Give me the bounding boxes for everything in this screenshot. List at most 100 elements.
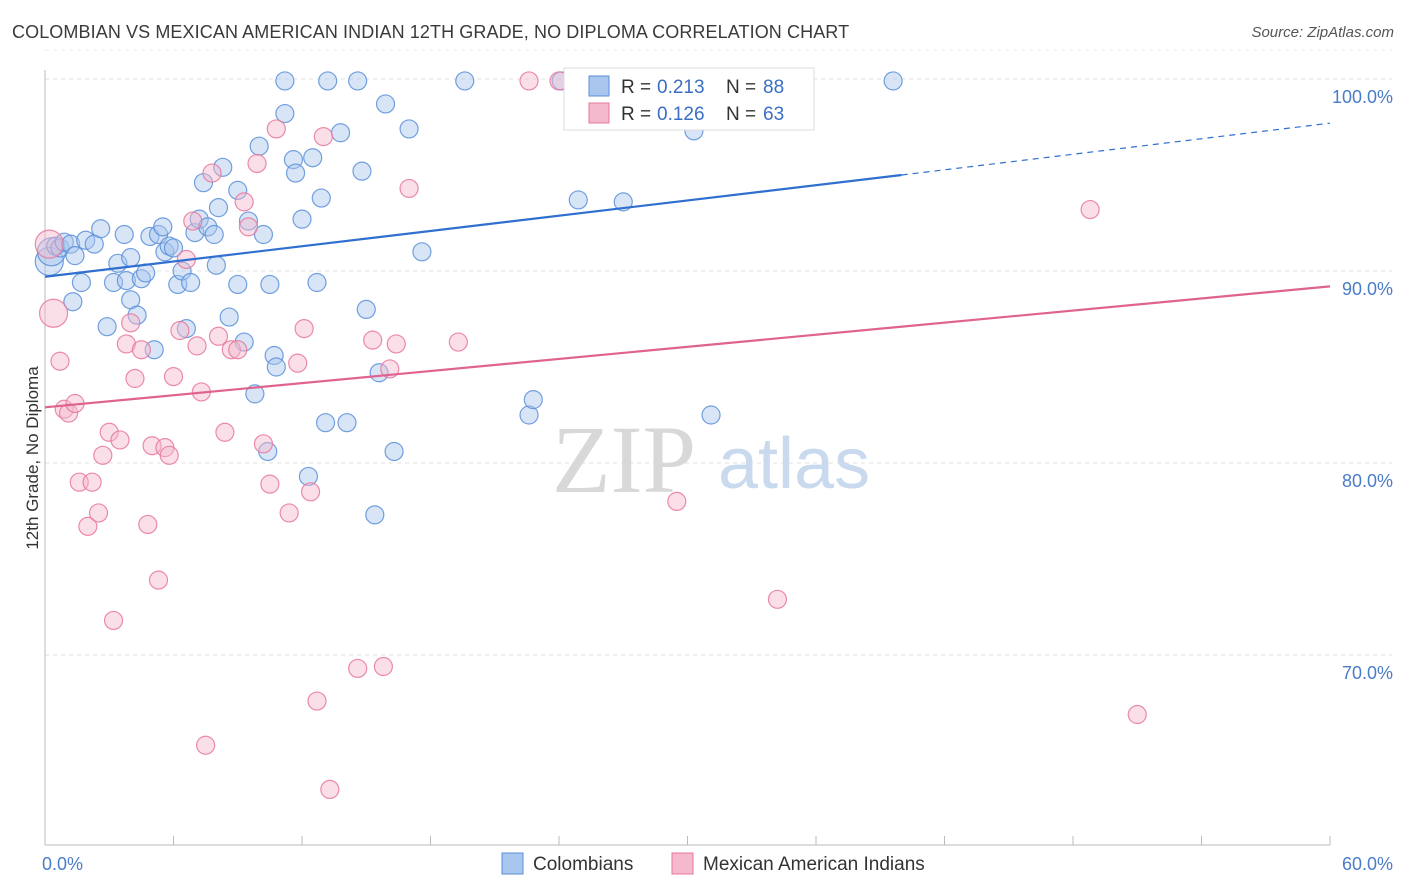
colombians-point-53 bbox=[275, 103, 295, 124]
legend-n-label-colombians: N = bbox=[726, 77, 756, 98]
mexican-point-7 bbox=[78, 516, 98, 536]
colombians-point-28 bbox=[163, 238, 184, 258]
colombians-point-12 bbox=[97, 317, 117, 337]
colombians-point-66 bbox=[348, 71, 368, 91]
colombians-point-52 bbox=[266, 357, 286, 377]
colombians-point-16 bbox=[116, 271, 136, 291]
mexican-point-8 bbox=[82, 472, 102, 492]
colombians-point-75 bbox=[455, 71, 475, 91]
mexican-point-0 bbox=[34, 229, 64, 259]
colombians-point-25 bbox=[153, 217, 173, 237]
mexican-point-59 bbox=[1080, 199, 1100, 220]
colombians-point-74 bbox=[412, 242, 432, 262]
legend-r-label-mexican: R = bbox=[621, 104, 651, 125]
colombians-point-63 bbox=[318, 71, 338, 91]
mexican-point-40 bbox=[266, 119, 286, 139]
mexican-point-38 bbox=[253, 434, 274, 454]
bottom-legend-swatch-mexican bbox=[671, 852, 694, 875]
mexican-point-14 bbox=[116, 334, 136, 354]
mexican-point-31 bbox=[208, 326, 229, 346]
mexican-point-13 bbox=[110, 430, 130, 450]
mexican-point-42 bbox=[288, 353, 308, 373]
colombians-point-58 bbox=[298, 466, 319, 487]
mexican-point-1 bbox=[38, 298, 69, 328]
colombians-point-11 bbox=[91, 219, 111, 239]
legend-n-value-mexican: 63 bbox=[763, 104, 784, 125]
colombians-point-76 bbox=[519, 405, 539, 425]
colombians-point-86 bbox=[701, 405, 721, 425]
gridlines bbox=[45, 49, 1392, 656]
legend-r-value-mexican: 0.126 bbox=[657, 104, 705, 125]
bottom-legend-swatch-colombians bbox=[501, 852, 524, 875]
colombians-point-59 bbox=[303, 148, 323, 168]
trend-line-colombians bbox=[44, 173, 902, 278]
colombians-point-61 bbox=[311, 188, 331, 208]
colombians-point-87 bbox=[883, 71, 903, 91]
legend-swatch-mexican bbox=[588, 102, 610, 124]
series-legend: Colombians Mexican American Indians bbox=[501, 852, 925, 875]
x-axis-ticks bbox=[44, 836, 1331, 845]
legend-n-value-colombians: 88 bbox=[763, 77, 784, 98]
y-tick-label-1: 90.0% bbox=[1342, 279, 1393, 299]
legend-swatch-colombians bbox=[588, 75, 610, 97]
mexican-point-37 bbox=[247, 153, 267, 174]
legend-r-label-colombians: R = bbox=[621, 77, 651, 98]
mexican-point-57 bbox=[667, 491, 687, 511]
mexican-point-22 bbox=[159, 445, 179, 465]
mexican-point-46 bbox=[313, 127, 334, 147]
mexican-point-52 bbox=[386, 334, 406, 354]
chart-title: COLOMBIAN VS MEXICAN AMERICAN INDIAN 12T… bbox=[12, 22, 850, 42]
colombians-point-51 bbox=[264, 345, 284, 366]
mexican-point-17 bbox=[131, 340, 151, 360]
mexican-point-20 bbox=[148, 570, 169, 590]
colombians-point-71 bbox=[375, 94, 396, 114]
mexican-point-35 bbox=[234, 192, 254, 212]
mexican-point-24 bbox=[170, 320, 190, 341]
colombians-point-45 bbox=[238, 211, 259, 231]
mexican-point-55 bbox=[519, 71, 539, 91]
x-tick-label-max: 60.0% bbox=[1342, 854, 1393, 874]
mexican-point-27 bbox=[187, 336, 207, 356]
mexican-point-39 bbox=[260, 474, 280, 494]
colombians-point-77 bbox=[523, 390, 543, 410]
colombians-point-5 bbox=[61, 234, 81, 254]
colombians-point-65 bbox=[337, 413, 357, 433]
legend-n-label-mexican: N = bbox=[726, 104, 756, 125]
mexican-point-53 bbox=[399, 178, 419, 199]
trend-lines bbox=[44, 122, 1331, 409]
chart-source: Source: ZipAtlas.com bbox=[1251, 24, 1394, 41]
mexican-point-41 bbox=[279, 503, 299, 523]
mexican-point-30 bbox=[202, 163, 222, 183]
legend-r-value-colombians: 0.213 bbox=[657, 77, 705, 98]
colombians-point-39 bbox=[208, 198, 229, 218]
bottom-legend-label-colombians: Colombians bbox=[533, 854, 633, 875]
bottom-legend-label-mexican: Mexican American Indians bbox=[703, 854, 925, 875]
colombians-point-42 bbox=[228, 274, 248, 295]
y-tick-label-3: 70.0% bbox=[1342, 663, 1393, 683]
colombians-point-50 bbox=[260, 274, 280, 295]
y-tick-labels: 100.0% 90.0% 80.0% 70.0% bbox=[1332, 87, 1393, 683]
trend-line-mexican bbox=[44, 285, 1331, 409]
mexican-point-44 bbox=[300, 482, 321, 502]
colombians-point-60 bbox=[307, 272, 327, 293]
colombians-point-15 bbox=[114, 224, 134, 245]
mexican-point-2 bbox=[50, 351, 70, 371]
mexican-point-9 bbox=[88, 503, 109, 523]
mexican-point-32 bbox=[215, 422, 235, 442]
y-tick-label-2: 80.0% bbox=[1342, 471, 1393, 491]
mexican-point-16 bbox=[125, 368, 145, 389]
mexican-point-10 bbox=[93, 445, 113, 465]
colombians-point-79 bbox=[568, 190, 588, 210]
colombians-point-41 bbox=[219, 307, 239, 327]
mexican-point-60 bbox=[1127, 704, 1147, 725]
colombians-point-47 bbox=[249, 136, 269, 156]
trend-line-colombians-projection bbox=[901, 122, 1331, 176]
colombians-point-38 bbox=[206, 255, 226, 275]
mexican-point-48 bbox=[348, 658, 368, 679]
colombians-point-46 bbox=[245, 384, 265, 404]
mexican-point-11 bbox=[99, 422, 119, 442]
colombians-point-8 bbox=[71, 272, 92, 293]
y-axis-label: 12th Grade, No Diploma bbox=[23, 366, 42, 550]
colombians-point-64 bbox=[330, 123, 351, 143]
